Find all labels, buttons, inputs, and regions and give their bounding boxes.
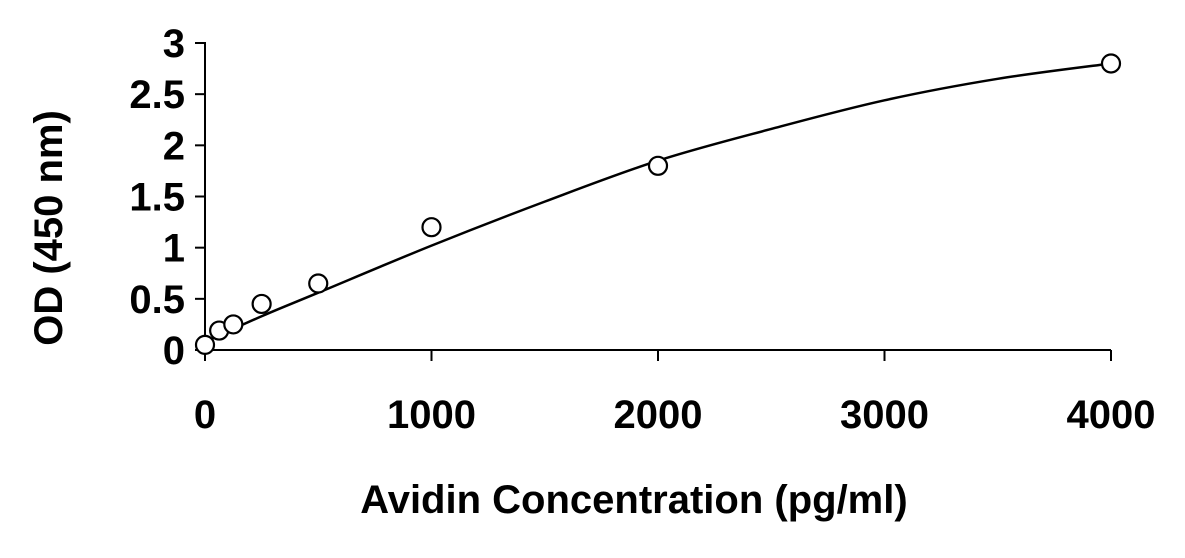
data-point (251, 293, 272, 315)
y-ticks-group: 0 0.5 1 1.5 2 2.5 3 (129, 22, 205, 373)
x-tick-label: 3000 (840, 393, 929, 437)
y-tick-label: 3 (163, 22, 185, 66)
data-points-group (194, 53, 1122, 355)
x-tick-label: 1000 (387, 393, 476, 437)
y-tick-label: 1 (163, 227, 185, 271)
y-tick-label: 2.5 (129, 73, 185, 117)
y-axis-title: OD (450 nm) (27, 110, 71, 346)
x-tick-label: 0 (194, 393, 216, 437)
y-tick-label: 1.5 (129, 176, 185, 220)
x-ticks-group: 0 1000 2000 3000 4000 (194, 350, 1156, 437)
x-tick-label: 2000 (614, 393, 703, 437)
data-point (308, 273, 329, 294)
y-tick-label: 0.5 (129, 278, 185, 322)
data-point (1100, 53, 1122, 74)
x-axis-title: Avidin Concentration (pg/ml) (360, 478, 907, 522)
data-point (647, 155, 669, 176)
x-tick-label: 4000 (1067, 393, 1156, 437)
data-point (194, 334, 216, 355)
data-point (421, 217, 442, 238)
y-tick-label: 2 (163, 124, 185, 168)
data-point (223, 314, 244, 335)
y-tick-label: 0 (163, 329, 185, 373)
